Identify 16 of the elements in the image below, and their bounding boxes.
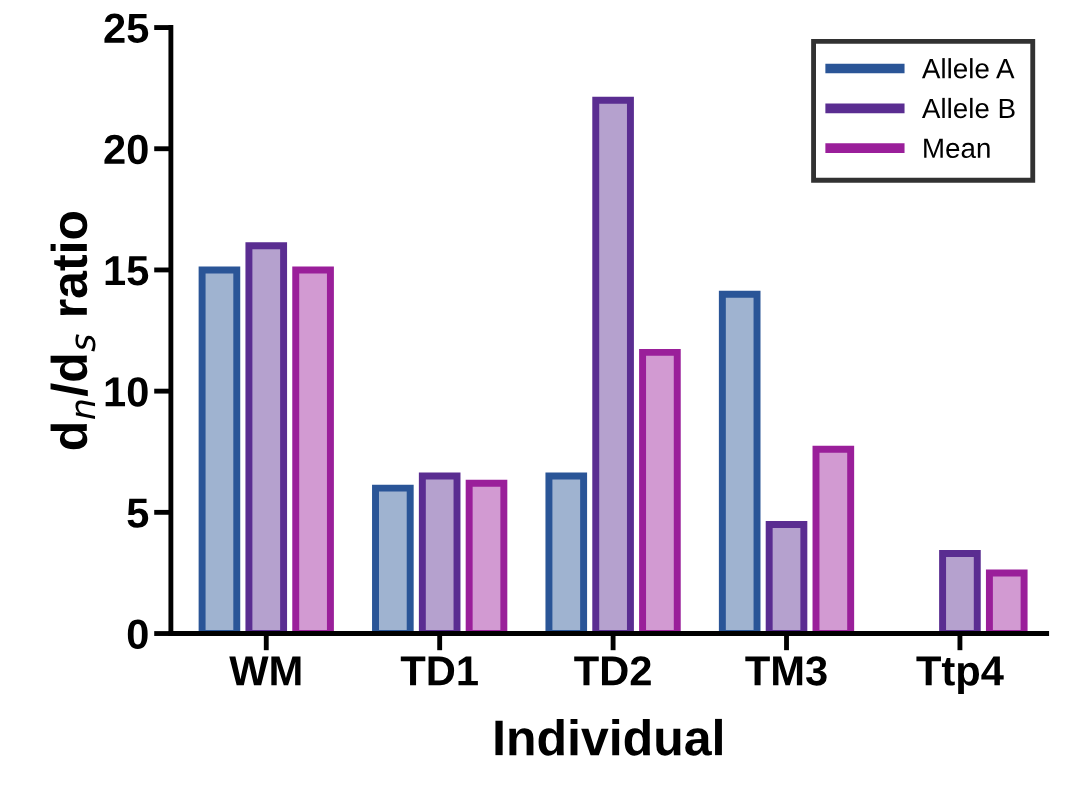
y-tick-label: 25 [104,13,149,44]
legend-label: Allele B [921,97,1015,119]
y-tick-label: 15 [105,256,149,286]
y-axis-title: d$_{n}$/d$_{s}$ ratio [50,211,96,450]
legend-label: Mean [924,138,990,159]
x-tick-label: TD2 [574,656,651,686]
y-tick-label: 20 [104,134,148,165]
x-tick-label: TM3 [745,656,827,686]
y-tick-label: 10 [105,377,148,407]
x-tick-label: TD1 [400,656,478,686]
legend-label: Allele A [921,58,1015,79]
x-axis-title: Individual [495,718,722,756]
x-tick-label: WM [229,656,301,686]
y-tick-label: 5 [127,498,149,528]
x-tick-label: Ttp4 [916,656,1004,694]
y-tick-label: 0 [127,619,148,650]
